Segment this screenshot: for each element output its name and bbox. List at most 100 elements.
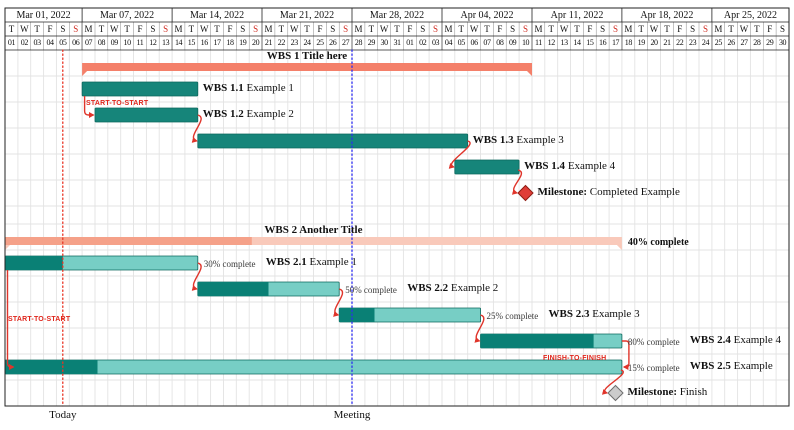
dependency-link-end-to-start	[448, 140, 471, 169]
day-letter: F	[677, 23, 683, 34]
dependency-link-end-to-start	[191, 114, 202, 143]
day-number: 21	[663, 38, 671, 47]
day-number: 28	[354, 38, 363, 47]
day-letter: S	[690, 23, 696, 34]
day-letter: F	[767, 23, 773, 34]
day-letter: S	[433, 23, 439, 34]
day-letter: F	[497, 23, 503, 34]
day-letter: W	[379, 23, 389, 34]
task-progress-wbs-2-4	[480, 334, 594, 348]
day-letter: F	[587, 23, 593, 34]
task-label-wbs-1-1: WBS 1.1 Example 1	[202, 82, 294, 94]
dependency-link-finish-to-finish	[621, 340, 630, 370]
day-number: 25	[714, 38, 723, 47]
day-letter: S	[613, 23, 619, 34]
day-letter: M	[354, 23, 363, 34]
day-letter: T	[304, 23, 310, 34]
day-number: 29	[766, 38, 774, 47]
task-label-wbs-2-4: WBS 2.4 Example 4	[689, 334, 781, 346]
group-bar-g1	[82, 63, 532, 76]
day-number: 29	[367, 38, 376, 47]
day-number: 15	[586, 38, 594, 47]
dependency-link-end-to-start	[474, 314, 485, 343]
day-letter: S	[240, 23, 246, 34]
day-letter: T	[98, 23, 105, 34]
task-label-wbs-1-2: WBS 1.2 Example 2	[202, 108, 294, 120]
day-letter: S	[702, 23, 708, 34]
task-label-wbs-2-3: WBS 2.3 Example 3	[548, 308, 640, 320]
dependency-label: FINISH-TO-FINISH	[543, 355, 607, 362]
day-number: 23	[290, 38, 299, 47]
task-progress-wbs-2-3	[339, 308, 375, 322]
day-letter: T	[394, 23, 400, 34]
day-letter: F	[407, 23, 413, 34]
day-letter: W	[289, 23, 299, 34]
day-letter: S	[600, 23, 606, 34]
task-label-wbs-2-2: WBS 2.2 Example 2	[407, 282, 499, 294]
day-letter: S	[343, 23, 349, 34]
task-bar-wbs-1-4	[454, 159, 520, 175]
day-letter: F	[227, 23, 233, 34]
day-letter: S	[150, 23, 156, 34]
day-number: 10	[521, 38, 530, 47]
milestone-label-completed: Milestone: Completed Example	[537, 186, 680, 198]
week-label-apr-18-2022: Apr 18, 2022	[640, 10, 694, 21]
day-number: 18	[624, 38, 633, 47]
milestone-diamond-finish	[607, 384, 624, 402]
day-number: 13	[560, 38, 569, 47]
day-letter: S	[253, 23, 259, 34]
day-number: 09	[509, 38, 517, 47]
group-title-g2: WBS 2 Another Title	[264, 223, 363, 236]
day-number: 03	[431, 38, 440, 47]
day-number: 04	[444, 38, 453, 47]
day-number: 10	[123, 38, 132, 47]
week-label-mar-28-2022: Mar 28, 2022	[369, 10, 425, 21]
day-number: 06	[470, 38, 479, 47]
task-progress-wbs-2-5	[5, 360, 98, 374]
progress-label-wbs-2-3: 25% complete	[486, 310, 539, 321]
progress-label-wbs-2-5: 15% complete	[627, 362, 680, 373]
day-number: 11	[136, 38, 144, 47]
group-progress-g2	[5, 237, 252, 245]
day-number: 23	[689, 38, 697, 47]
day-letter: T	[214, 23, 220, 34]
day-number: 22	[277, 38, 286, 47]
day-letter: T	[548, 23, 554, 34]
day-number: 16	[599, 38, 607, 47]
day-number: 21	[264, 38, 273, 47]
day-letter: W	[469, 23, 479, 34]
day-letter: W	[649, 23, 659, 34]
day-letter: M	[444, 23, 453, 34]
day-letter: M	[264, 23, 273, 34]
day-number: 28	[753, 38, 761, 47]
day-number: 08	[97, 38, 106, 47]
task-label-wbs-1-3: WBS 1.3 Example 3	[472, 134, 564, 146]
day-number: 17	[611, 38, 620, 47]
dependency-link-end-to-start	[191, 262, 202, 291]
day-letter: T	[34, 23, 40, 34]
day-letter: F	[137, 23, 143, 34]
day-letter: S	[523, 23, 529, 34]
day-letter: S	[420, 23, 426, 34]
day-number: 08	[496, 38, 504, 47]
day-number: 25	[316, 38, 324, 47]
day-number: 07	[483, 38, 491, 47]
day-letter: S	[163, 23, 169, 34]
day-number: 13	[162, 38, 170, 47]
day-number: 12	[149, 38, 157, 47]
day-letter: M	[534, 23, 543, 34]
dependency-label: START-TO-START	[86, 100, 149, 107]
week-label-mar-07-2022: Mar 07, 2022	[100, 10, 155, 21]
day-number: 22	[676, 38, 684, 47]
day-letter: M	[174, 23, 183, 34]
day-number: 05	[457, 38, 466, 47]
day-letter: F	[317, 23, 323, 34]
day-letter: W	[199, 23, 209, 34]
day-letter: T	[754, 23, 760, 34]
day-number: 24	[701, 38, 710, 47]
day-letter: W	[559, 23, 569, 34]
day-letter: M	[624, 23, 633, 34]
